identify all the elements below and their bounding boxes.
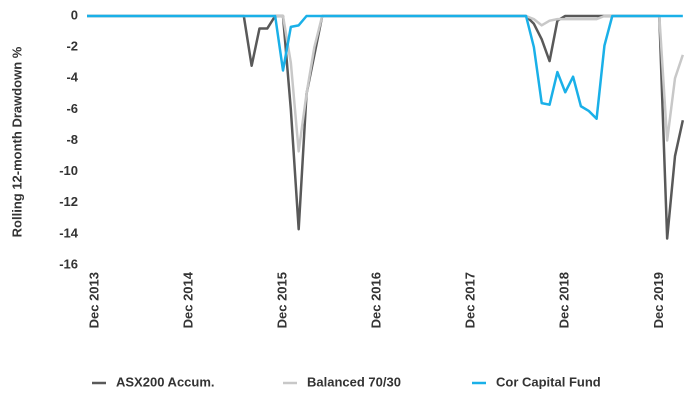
x-tick-label: Dec 2018 (557, 272, 572, 328)
legend-label: Balanced 70/30 (307, 374, 401, 389)
y-tick-label: -8 (66, 132, 78, 147)
y-tick-label: 0 (71, 7, 78, 22)
series-line (87, 14, 683, 120)
legend-label: Cor Capital Fund (496, 374, 601, 389)
x-tick-label: Dec 2013 (86, 272, 101, 328)
x-tick-label: Dec 2016 (369, 272, 384, 328)
y-tick-label: -4 (66, 70, 78, 85)
y-tick-label: -16 (59, 256, 78, 271)
series-line (87, 14, 685, 240)
y-tick-label: -14 (59, 225, 79, 240)
y-axis-label: Rolling 12-month Drawdown % (9, 46, 24, 237)
series-line (87, 14, 685, 153)
y-tick-label: -6 (66, 101, 78, 116)
x-tick-label: Dec 2019 (651, 272, 666, 328)
y-tick-label: -12 (59, 194, 78, 209)
y-tick-label: -10 (59, 163, 78, 178)
x-tick-label: Dec 2015 (274, 272, 289, 328)
x-tick-label: Dec 2017 (463, 272, 478, 328)
y-tick-label: -2 (66, 39, 78, 54)
legend-label: ASX200 Accum. (116, 374, 215, 389)
x-tick-label: Dec 2014 (180, 271, 195, 328)
